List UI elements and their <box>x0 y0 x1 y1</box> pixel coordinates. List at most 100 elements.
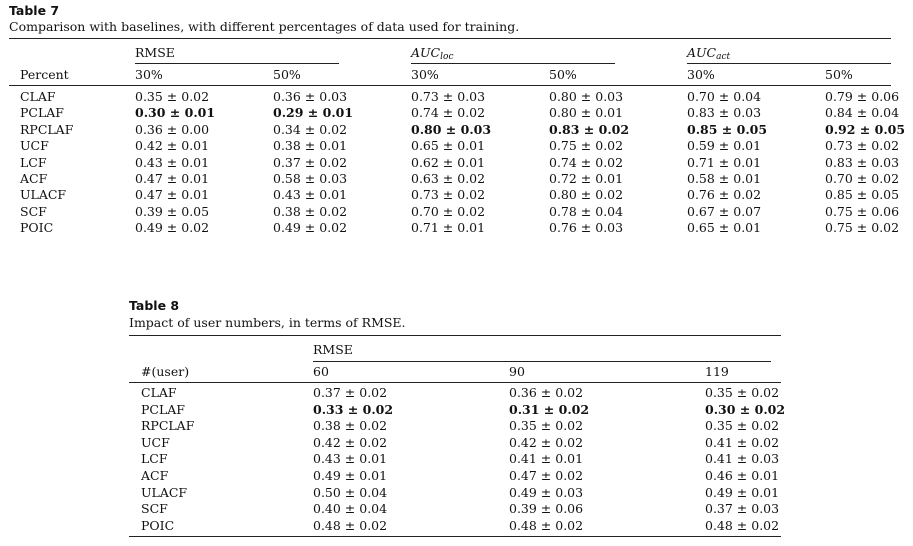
table7-rmse-rule <box>135 63 339 64</box>
table7-cell: 0.34 ± 0.02 <box>273 121 348 137</box>
table8-cell: 0.31 ± 0.02 <box>509 401 590 417</box>
table7-cell: 0.79 ± 0.06 <box>825 89 900 104</box>
table7-cell: 0.76 ± 0.02 <box>687 187 762 203</box>
table7-cell: 0.47 ± 0.01 <box>135 171 210 186</box>
table7-cell: 0.47 ± 0.01 <box>135 187 210 203</box>
table7-cell: 0.62 ± 0.01 <box>411 154 486 170</box>
table7-cell: 0.92 ± 0.05 <box>825 121 906 137</box>
table7-cell: 0.49 ± 0.02 <box>135 220 210 236</box>
table8-top-rule <box>129 335 781 336</box>
table8-row-label: CLAF <box>141 385 177 400</box>
table7-row-label: PCLAF <box>20 105 64 121</box>
table7-cell: 0.36 ± 0.03 <box>273 89 348 104</box>
table7-cell: 0.58 ± 0.03 <box>273 171 348 186</box>
table8-row-label: POIC <box>141 517 175 533</box>
table8-cell: 0.48 ± 0.02 <box>509 517 584 533</box>
table7-cell: 0.59 ± 0.01 <box>687 138 762 154</box>
table7-cell: 0.74 ± 0.02 <box>411 105 486 121</box>
table8-cell: 0.41 ± 0.02 <box>705 434 780 450</box>
table8-cell: 0.37 ± 0.03 <box>705 501 780 517</box>
table7-row-label: RPCLAF <box>20 121 74 137</box>
table7-cell: 0.83 ± 0.03 <box>687 105 762 121</box>
table8-cell: 0.42 ± 0.02 <box>509 434 584 450</box>
table7-cell: 0.83 ± 0.02 <box>549 121 630 137</box>
table8-caption: Impact of user numbers, in terms of RMSE… <box>129 315 406 330</box>
table7-cell: 0.80 ± 0.03 <box>549 89 624 104</box>
table7-cell: 0.65 ± 0.01 <box>411 138 486 154</box>
table7-cell: 0.73 ± 0.02 <box>411 187 486 203</box>
table7-cell: 0.38 ± 0.01 <box>273 138 348 154</box>
table7-row-label: SCF <box>20 203 47 219</box>
table8-cell: 0.35 ± 0.02 <box>705 385 780 400</box>
table7-cell: 0.76 ± 0.03 <box>549 220 624 236</box>
table8-cell: 0.33 ± 0.02 <box>313 401 394 417</box>
table7-rmse-50: 50% <box>273 67 301 82</box>
table7-cell: 0.67 ± 0.07 <box>687 203 762 219</box>
table7-cell: 0.84 ± 0.04 <box>825 105 900 121</box>
table8-cell: 0.41 ± 0.03 <box>705 451 780 467</box>
table8-rmse-rule <box>313 361 771 362</box>
table7-cell: 0.74 ± 0.02 <box>549 154 624 170</box>
table7-cell: 0.36 ± 0.00 <box>135 121 210 137</box>
table8-row-label: SCF <box>141 501 168 517</box>
table7-cell: 0.37 ± 0.02 <box>273 154 348 170</box>
table8-cell: 0.49 ± 0.03 <box>509 484 584 500</box>
table8-cell: 0.41 ± 0.01 <box>509 451 584 467</box>
table8-cell: 0.30 ± 0.02 <box>705 401 786 417</box>
table7-cell: 0.80 ± 0.03 <box>411 121 492 137</box>
table8-col-90: 90 <box>509 364 525 379</box>
table8-col-119: 119 <box>705 364 729 379</box>
table8-cell: 0.46 ± 0.01 <box>705 468 780 483</box>
table7-cell: 0.39 ± 0.05 <box>135 203 210 219</box>
table8-cell: 0.40 ± 0.04 <box>313 501 388 517</box>
table7-auc-loc-30: 30% <box>411 67 439 82</box>
table8-cell: 0.35 ± 0.02 <box>705 418 780 434</box>
table8-cell: 0.43 ± 0.01 <box>313 451 388 467</box>
table8-title: Table 8 <box>129 298 180 313</box>
table8-cell: 0.49 ± 0.01 <box>705 484 780 500</box>
table8-row-label: LCF <box>141 451 168 467</box>
table7-cell: 0.72 ± 0.01 <box>549 171 624 186</box>
table7-cell: 0.38 ± 0.02 <box>273 203 348 219</box>
table8-row-label: UCF <box>141 434 170 450</box>
table8-cell: 0.42 ± 0.02 <box>313 434 388 450</box>
table7-auc-act-rule <box>687 63 891 64</box>
table8-col-60: 60 <box>313 364 329 379</box>
table7-row-label: CLAF <box>20 89 56 104</box>
table8-cell: 0.39 ± 0.06 <box>509 501 584 517</box>
table8-group-rmse: RMSE <box>313 342 353 357</box>
table7-cell: 0.73 ± 0.03 <box>411 89 486 104</box>
table7-cell: 0.43 ± 0.01 <box>273 187 348 203</box>
table7-cell: 0.71 ± 0.01 <box>411 220 486 236</box>
table7-cell: 0.75 ± 0.06 <box>825 203 900 219</box>
table7-group-rmse: RMSE <box>135 45 175 60</box>
table7-cell: 0.58 ± 0.01 <box>687 171 762 186</box>
table7-cell: 0.65 ± 0.01 <box>687 220 762 236</box>
table8-bottom-rule <box>129 536 781 537</box>
table8-cell: 0.37 ± 0.02 <box>313 385 388 400</box>
table7-caption: Comparison with baselines, with differen… <box>9 19 520 34</box>
table7-auc-act-30: 30% <box>687 67 715 82</box>
table8-cell: 0.47 ± 0.02 <box>509 468 584 483</box>
table8-row-label: ULACF <box>141 484 188 500</box>
table8-row-label: RPCLAF <box>141 418 195 434</box>
table7-cell: 0.49 ± 0.02 <box>273 220 348 236</box>
table7-row-label: POIC <box>20 220 54 236</box>
table8-row-header: #(user) <box>141 364 190 379</box>
table7-cell: 0.30 ± 0.01 <box>135 105 216 121</box>
table7-cell: 0.85 ± 0.05 <box>825 187 900 203</box>
table7-row-label: LCF <box>20 154 47 170</box>
table7-cell: 0.42 ± 0.01 <box>135 138 210 154</box>
table7-header-rule <box>9 85 891 86</box>
table7-cell: 0.70 ± 0.02 <box>411 203 486 219</box>
table8-cell: 0.35 ± 0.02 <box>509 418 584 434</box>
table8-cell: 0.48 ± 0.02 <box>313 517 388 533</box>
table7-auc-loc-50: 50% <box>549 67 577 82</box>
table8-header-rule <box>129 382 781 383</box>
table7-auc-loc-rule <box>411 63 615 64</box>
table7-group-auc-loc: AUCloc <box>411 45 454 62</box>
table7-cell: 0.83 ± 0.03 <box>825 154 900 170</box>
table7-auc-act-50: 50% <box>825 67 853 82</box>
table7-cell: 0.80 ± 0.01 <box>549 105 624 121</box>
table7-cell: 0.75 ± 0.02 <box>825 220 900 236</box>
